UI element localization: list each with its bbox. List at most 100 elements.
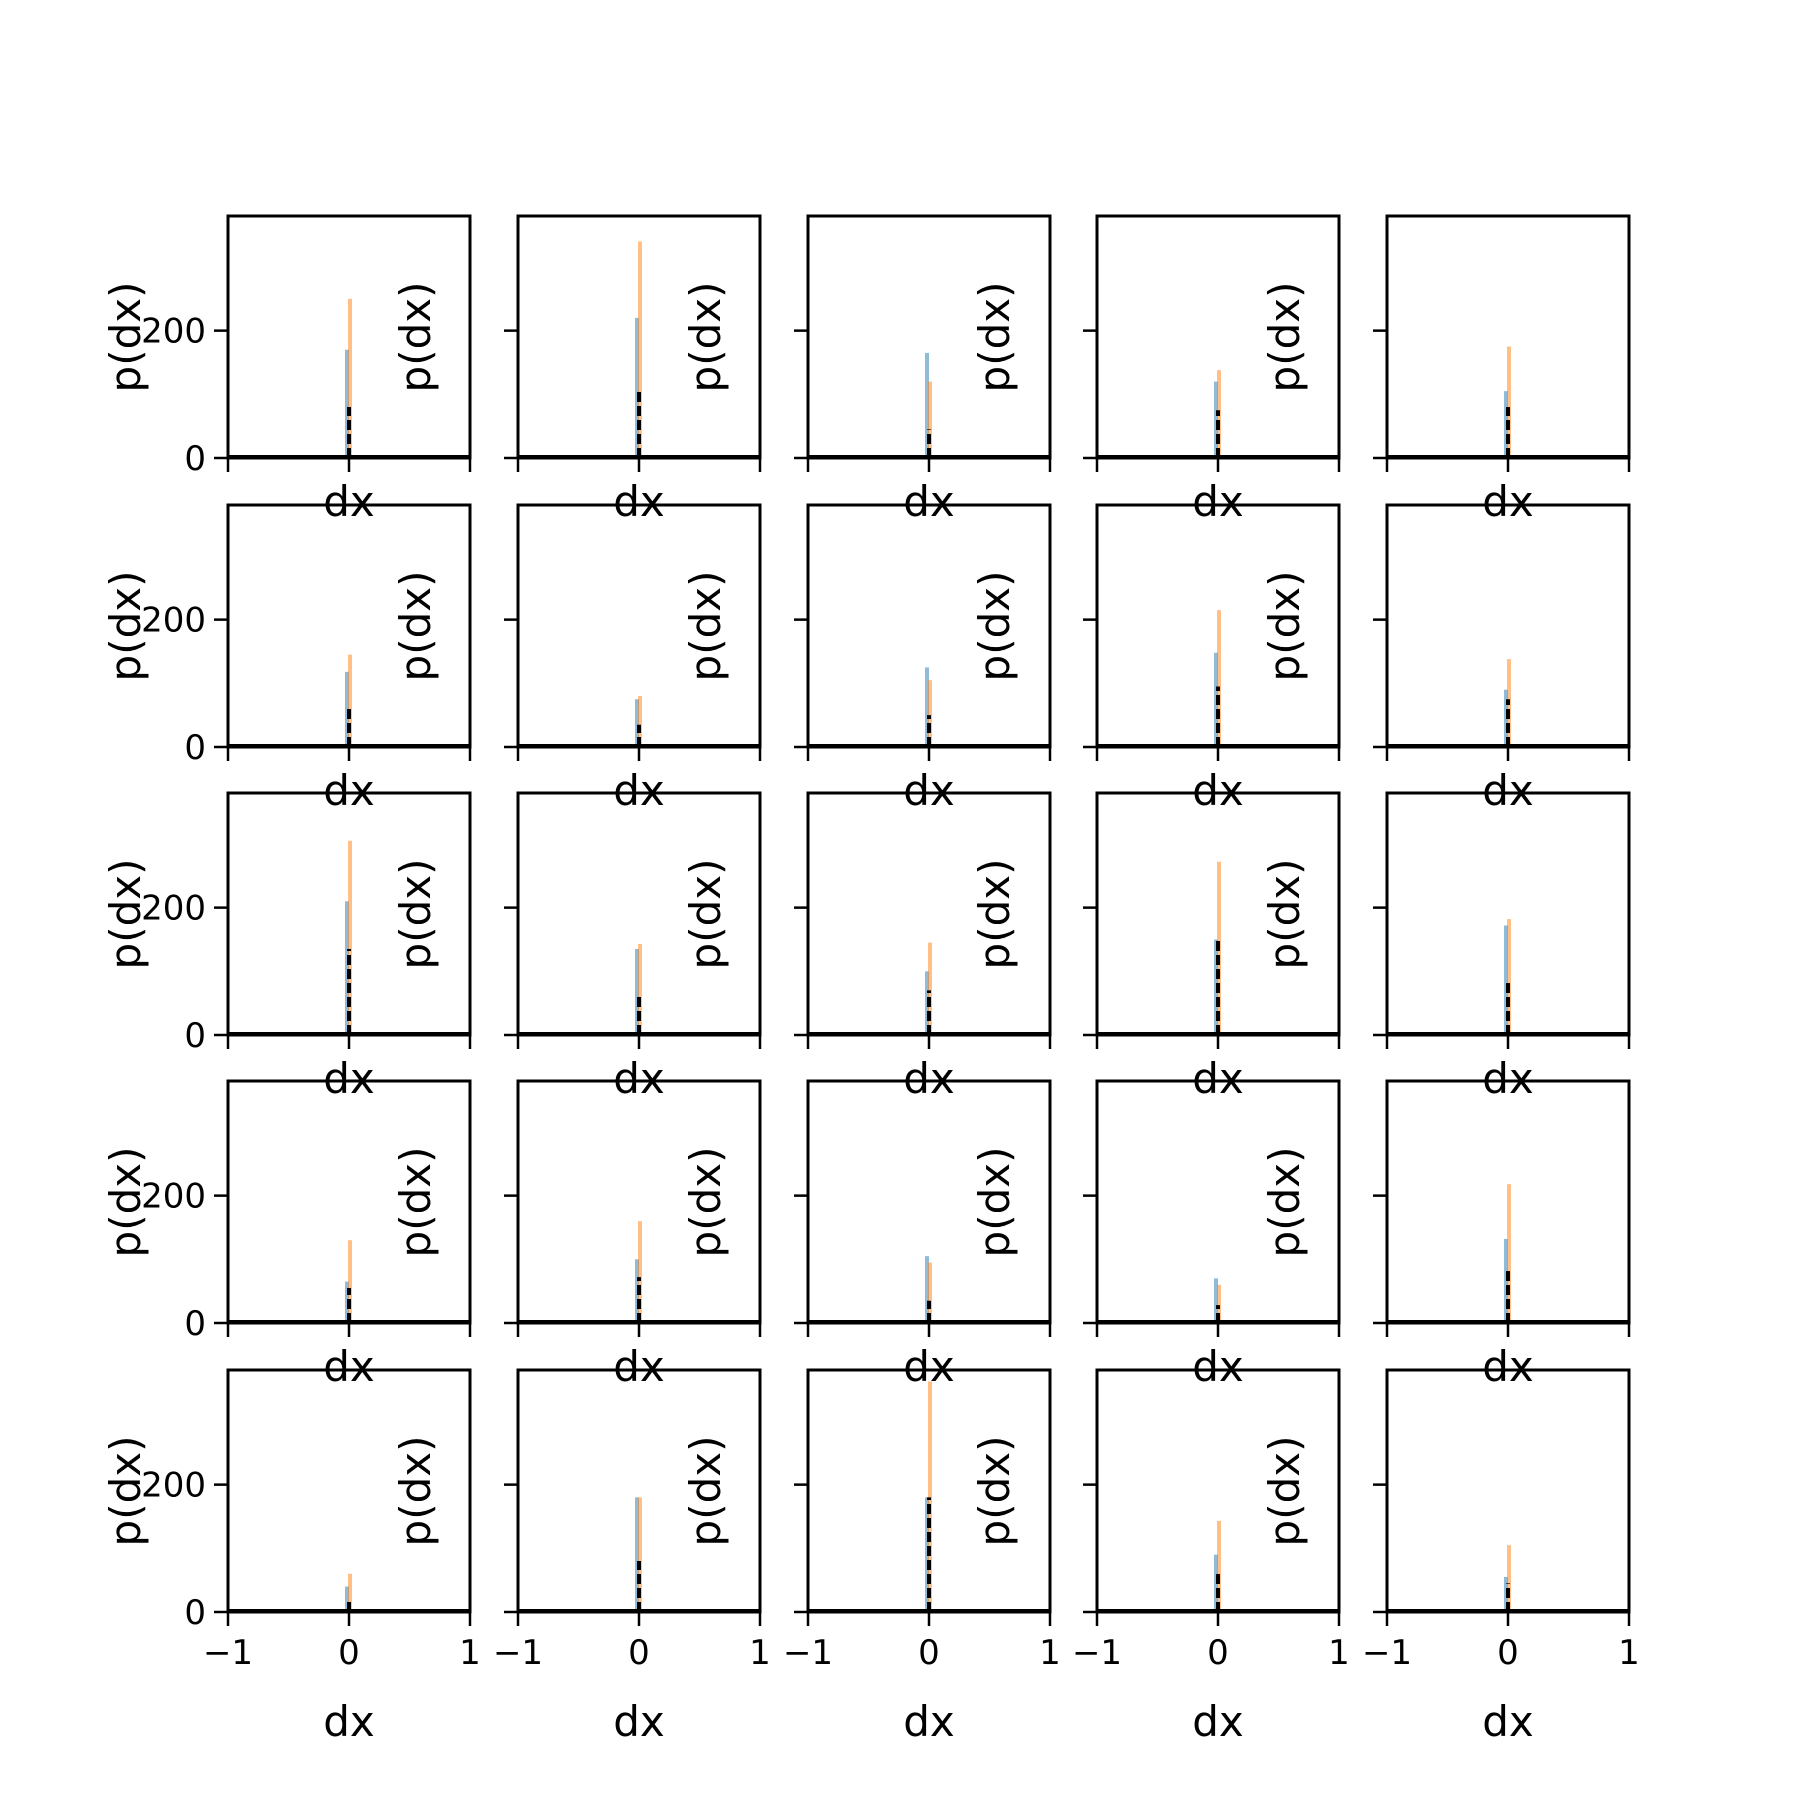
histogram-bar-series-b [1217,1284,1221,1323]
histogram-bar-series-a [1214,381,1218,458]
x-axis-label: dx [903,1697,955,1746]
histogram-bar-series-b [928,381,932,458]
panel-3-5: dx p(dx) [1260,791,1631,1103]
y-axis-label: p(dx) [101,571,150,682]
x-axis-label: dx [613,477,665,526]
histogram-bar-series-a [925,352,929,458]
histogram-bar-series-b [638,696,642,747]
histogram-bar-series-b [1507,919,1511,1035]
x-axis-label: dx [323,1697,375,1746]
panel-2-1: 0 200 dx p(dx) [101,503,472,815]
panel-1-5: dx p(dx) [1260,214,1631,526]
histogram-bar-series-a [345,349,349,458]
x-tick-label: 0 [918,1633,940,1673]
y-axis-label: p(dx) [970,571,1019,682]
x-axis-label: dx [613,1054,665,1103]
y-axis-label: p(dx) [101,1436,150,1547]
y-tick-label: 0 [184,1304,206,1344]
x-tick-label: −1 [203,1633,253,1673]
y-tick-label: 200 [141,1177,206,1217]
panel-3-4: dx p(dx) [970,791,1341,1103]
x-axis-label: dx [1482,1054,1534,1103]
x-axis-label: dx [1192,1342,1244,1391]
x-axis-label: dx [323,1054,375,1103]
x-tick-label: 0 [1497,1633,1519,1673]
histogram-bar-series-b [348,840,352,1035]
panel-3-2: dx p(dx) [391,791,762,1103]
x-axis-label: dx [613,766,665,815]
x-tick-label: −1 [493,1633,543,1673]
x-axis-label: dx [1192,1697,1244,1746]
panel-2-5: dx p(dx) [1260,503,1631,815]
y-axis-label: p(dx) [681,1147,730,1258]
y-axis-label: p(dx) [391,571,440,682]
panel-4-5: dx p(dx) [1260,1079,1631,1391]
x-tick-label: 0 [338,1633,360,1673]
histogram-bar-series-b [1217,1520,1221,1612]
x-axis-label: dx [1482,1697,1534,1746]
x-axis-label: dx [903,1054,955,1103]
y-axis-label: p(dx) [970,282,1019,393]
x-tick-label: 1 [1618,1633,1640,1673]
histogram-bar-series-a [345,1586,349,1612]
panel-5-2: −1 0 1 dx p(dx) [391,1368,771,1746]
x-tick-label: 1 [749,1633,771,1673]
panel-2-3: dx p(dx) [681,503,1052,815]
y-axis-label: p(dx) [391,1147,440,1258]
y-tick-label: 0 [184,439,206,479]
x-axis-label: dx [1192,477,1244,526]
x-tick-label: 0 [628,1633,650,1673]
y-axis-label: p(dx) [970,1436,1019,1547]
panel-5-5: −1 0 1 dx p(dx) [1260,1368,1640,1746]
y-axis-label: p(dx) [1260,1436,1309,1547]
x-axis-label: dx [903,477,955,526]
y-tick-label: 0 [184,1593,206,1633]
histogram-bar-series-b [638,943,642,1035]
histogram-bar-series-b [928,680,932,747]
y-tick-label: 200 [141,312,206,352]
panel-2-4: dx p(dx) [970,503,1341,815]
panel-1-2: dx p(dx) [391,214,762,526]
panel-4-1: 0 200 dx p(dx) [101,1079,472,1391]
y-axis-label: p(dx) [681,1436,730,1547]
histogram-bar-series-a [1504,925,1508,1035]
panel-3-1: 0 200 dx p(dx) [101,791,472,1103]
histogram-bar-series-a [1214,1278,1218,1323]
y-axis-label: p(dx) [391,1436,440,1547]
x-axis-label: dx [323,766,375,815]
panel-1-4: dx p(dx) [970,214,1341,526]
y-axis-label: p(dx) [101,1147,150,1258]
y-tick-label: 200 [141,601,206,641]
panel-5-4: −1 0 1 dx p(dx) [970,1368,1350,1746]
histogram-bar-series-b [1507,1545,1511,1612]
histogram-bar-series-b [928,1262,932,1323]
panel-1-3: dx p(dx) [681,214,1052,526]
x-axis-label: dx [1192,766,1244,815]
histogram-bar-series-b [638,241,642,458]
x-axis-label: dx [613,1342,665,1391]
histogram-bar-series-a [925,667,929,747]
panel-4-2: dx p(dx) [391,1079,762,1391]
x-tick-label: −1 [1362,1633,1412,1673]
y-tick-label: 0 [184,1016,206,1056]
histogram-bar-series-b [348,654,352,747]
histogram-bar-series-b [1507,1184,1511,1323]
histogram-bar-series-a [925,1256,929,1323]
y-axis-label: p(dx) [101,859,150,970]
histogram-bar-series-a [345,901,349,1035]
x-tick-label: 1 [459,1633,481,1673]
histogram-bar-series-b [638,1497,642,1612]
panel-4-4: dx p(dx) [970,1079,1341,1391]
x-tick-label: 1 [1328,1633,1350,1673]
x-tick-label: 1 [1039,1633,1061,1673]
y-axis-label: p(dx) [681,282,730,393]
histogram-bar-series-b [638,1221,642,1323]
y-axis-label: p(dx) [1260,859,1309,970]
panel-3-3: dx p(dx) [681,791,1052,1103]
y-axis-label: p(dx) [101,282,150,393]
y-axis-label: p(dx) [970,1147,1019,1258]
x-tick-label: −1 [1072,1633,1122,1673]
panel-4-3: dxp(dx) [681,1079,1052,1391]
y-axis-label: p(dx) [1260,1147,1309,1258]
